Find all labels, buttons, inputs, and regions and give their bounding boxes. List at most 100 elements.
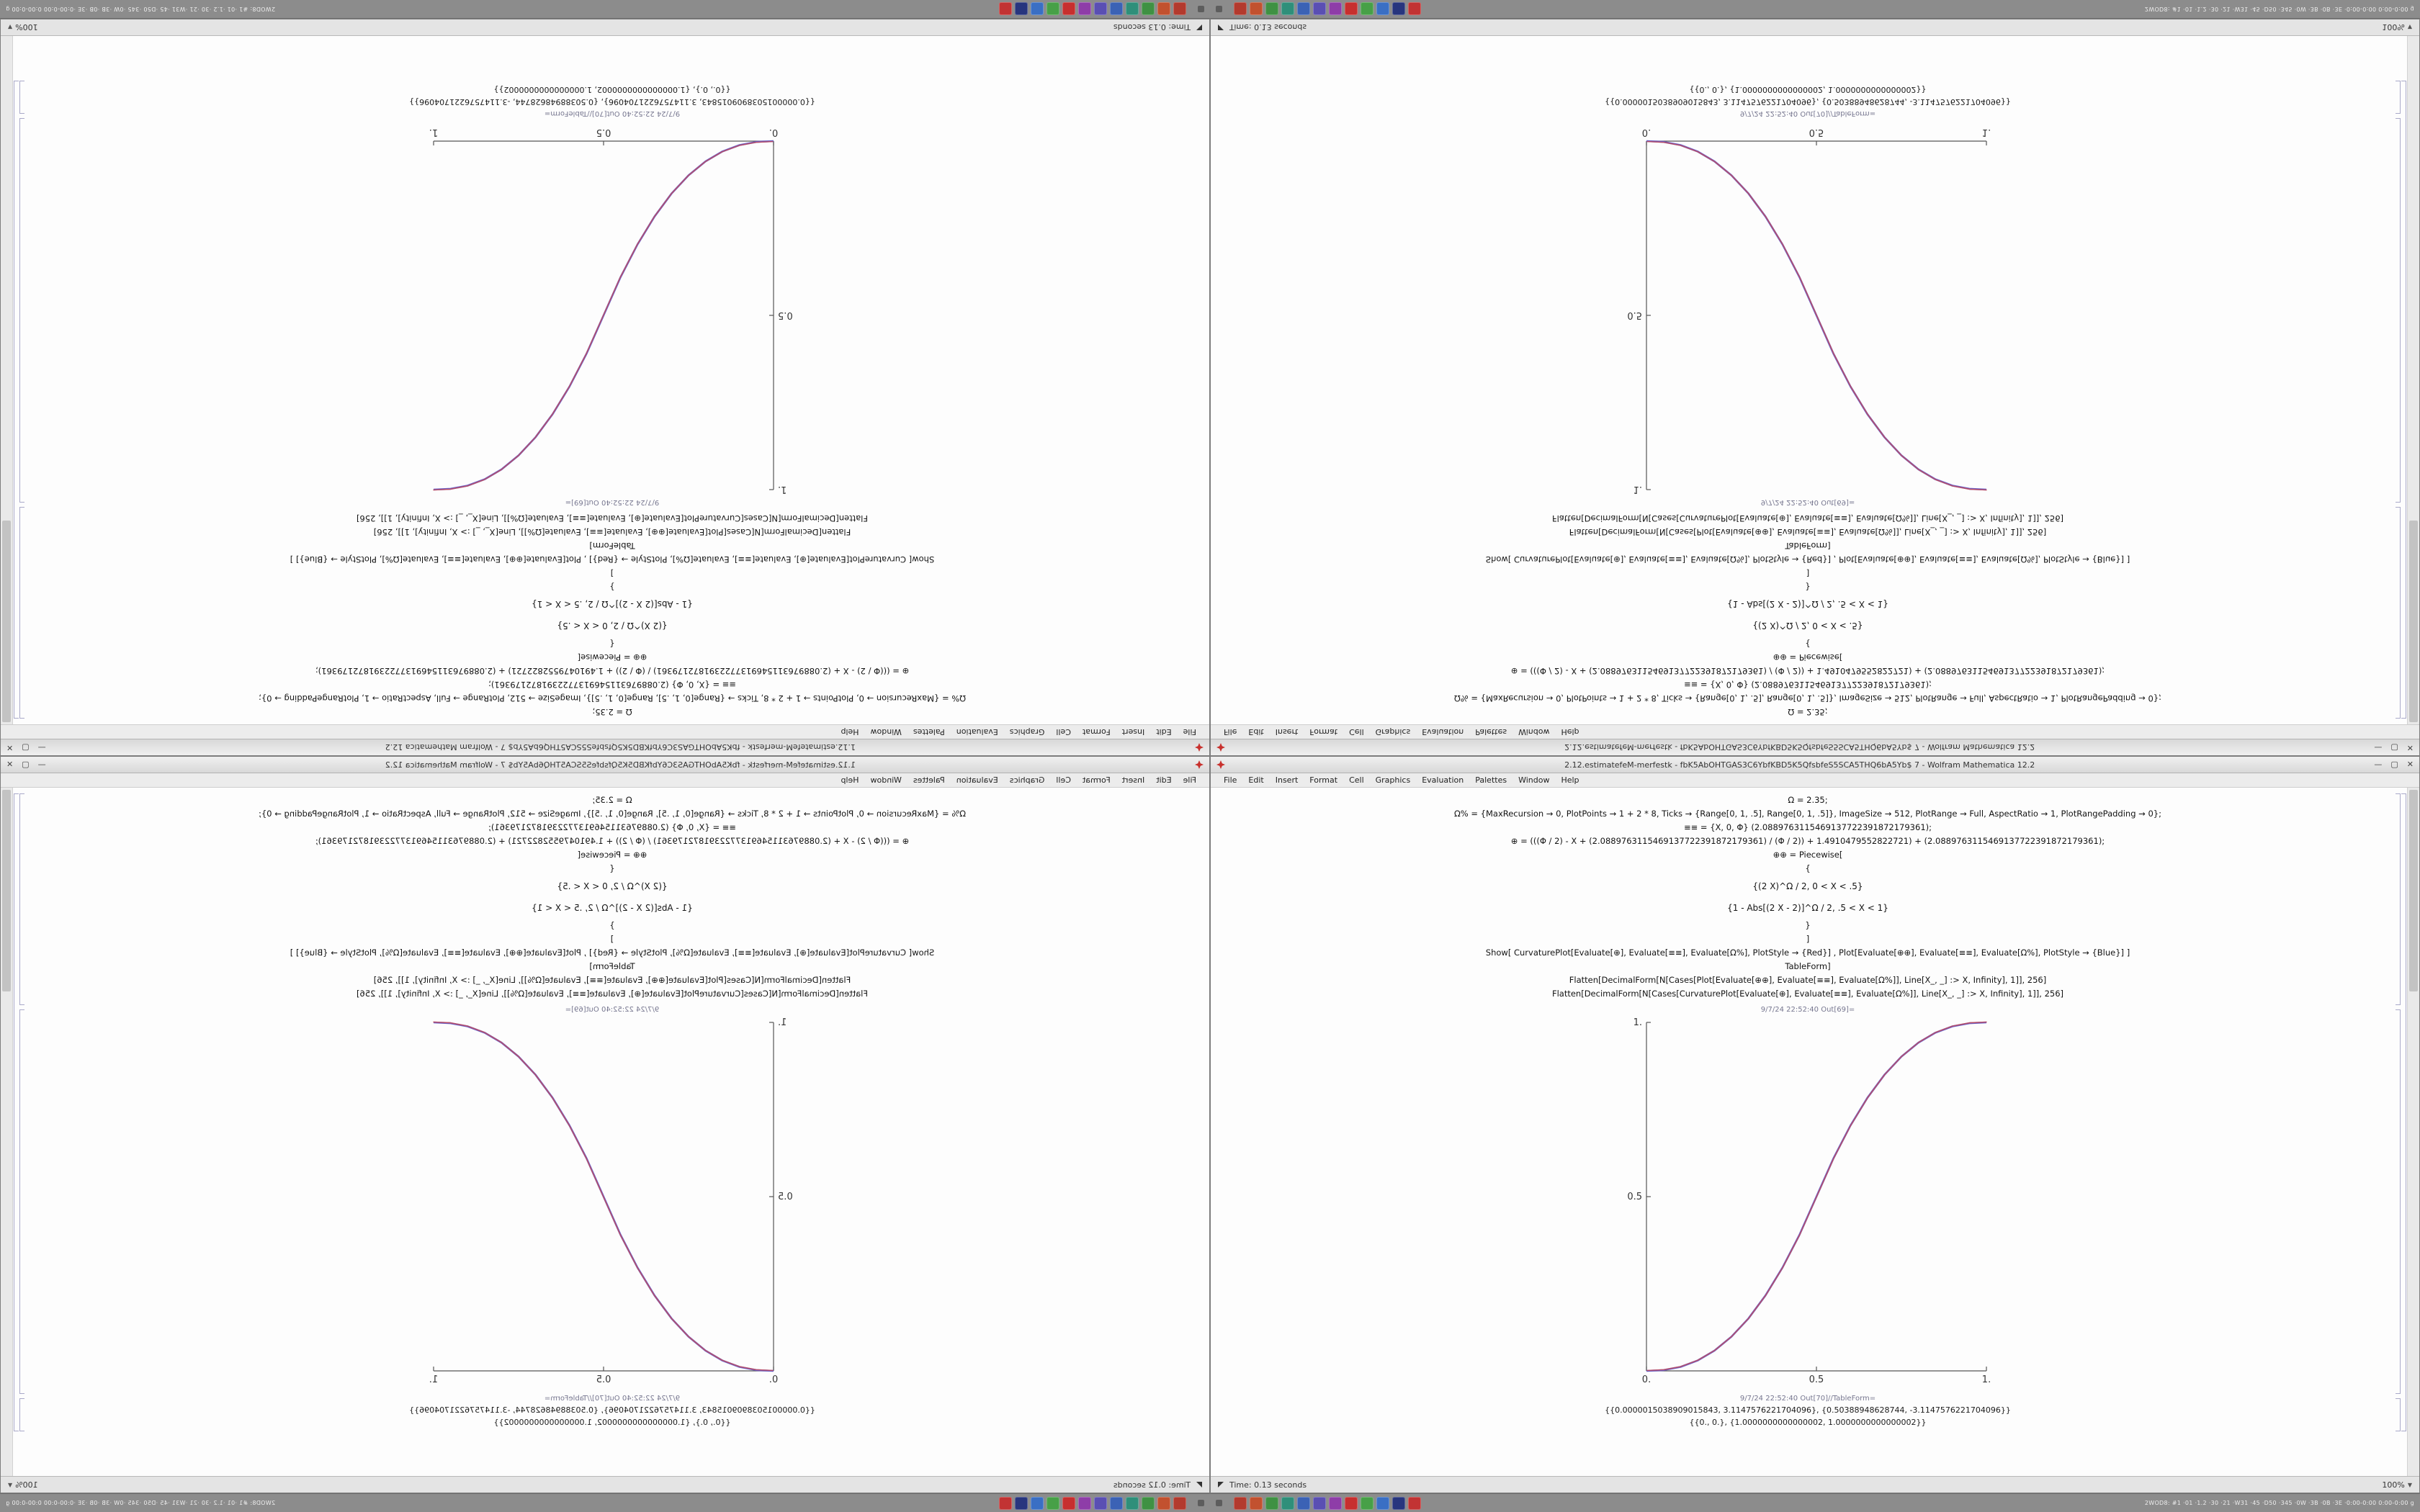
window-titlebar[interactable]: 1.12.estimatefeM-merfestk - fbK5AbOHTGAS… [1, 757, 1209, 773]
taskbar-app-icon-navy[interactable] [1392, 1496, 1405, 1510]
maximize-button[interactable]: ▢ [2390, 760, 2398, 769]
taskbar-app-icon-media[interactable] [1329, 1496, 1342, 1510]
menu-item-format[interactable]: Format [1082, 727, 1111, 737]
menu-item-evaluation[interactable]: Evaluation [956, 727, 998, 737]
taskbar-menu-icon[interactable] [1216, 1500, 1222, 1506]
input-cell-line[interactable]: Flatten[DecimalForm[N[Cases[CurvaturePlo… [1551, 513, 2064, 523]
input-cell-line[interactable]: Flatten[DecimalForm[N[Cases[Plot[Evaluat… [373, 527, 851, 537]
maximize-button[interactable]: ▢ [22, 760, 30, 769]
input-cell-line[interactable]: ≡≡ = {X, 0, Φ} (2.0889763115469137722391… [488, 680, 737, 690]
menu-item-edit[interactable]: Edit [1156, 727, 1172, 737]
input-cell-line[interactable]: { [609, 639, 615, 649]
menu-item-format[interactable]: Format [1082, 775, 1111, 785]
maximize-button[interactable]: ▢ [2390, 743, 2398, 752]
taskbar-app-icon-green[interactable] [1047, 2, 1059, 16]
taskbar-app-icon-settings[interactable] [1094, 2, 1107, 16]
scrollbar-thumb[interactable] [2, 790, 11, 991]
piecewise-row[interactable]: {(2 X)^Ω / 2, 0 < X < .5} [1752, 621, 1863, 631]
taskbar-app-icon-files[interactable] [1250, 2, 1263, 16]
taskbar-app-icon-media[interactable] [1078, 1496, 1091, 1510]
taskbar-app-icon-settings[interactable] [1094, 1496, 1107, 1510]
input-cell-line[interactable]: ≡≡ = {X, 0, Φ} (2.0889763115469137722391… [1683, 680, 1932, 690]
input-cell-line[interactable]: { [1805, 639, 1811, 649]
cell-bracket[interactable] [19, 1398, 24, 1431]
close-button[interactable]: ✕ [6, 760, 14, 769]
input-cell-line[interactable]: Ω% = {MaxRecursion → 0, PlotPoints → 1 +… [1454, 693, 2161, 703]
piecewise-row[interactable]: {1 - Abs[(2 X - 2)]^Ω / 2, .5 < X < 1} [1727, 599, 1888, 609]
close-button[interactable]: ✕ [6, 743, 14, 752]
menu-item-insert[interactable]: Insert [1275, 727, 1299, 737]
input-cell-line[interactable]: ] [610, 568, 614, 578]
menu-item-help[interactable]: Help [841, 775, 859, 785]
taskbar-app-icon-red[interactable] [1408, 2, 1421, 16]
scrollbar-thumb[interactable] [2409, 790, 2418, 991]
piecewise-row[interactable]: {1 - Abs[(2 X - 2)]^Ω / 2, .5 < X < 1} [532, 903, 693, 913]
taskbar-menu-icon[interactable] [1216, 6, 1222, 12]
input-cell-line[interactable]: Flatten[DecimalForm[N[Cases[Plot[Evaluat… [373, 975, 851, 985]
close-button[interactable]: ✕ [2406, 760, 2414, 769]
taskbar-menu-icon[interactable] [1198, 1500, 1204, 1506]
input-cell-line[interactable]: } [1805, 920, 1811, 930]
taskbar-app-icon-browser[interactable] [1110, 2, 1123, 16]
taskbar-app-icon-navy[interactable] [1392, 2, 1405, 16]
menu-item-cell[interactable]: Cell [1056, 775, 1071, 785]
menu-item-window[interactable]: Window [1518, 727, 1550, 737]
taskbar-app-icon-red[interactable] [999, 1496, 1012, 1510]
cell-group-bracket[interactable] [14, 81, 19, 719]
menu-item-evaluation[interactable]: Evaluation [1422, 727, 1464, 737]
menu-item-insert[interactable]: Insert [1121, 727, 1145, 737]
input-cell-line[interactable]: ≡≡ = {X, 0, Φ} (2.0889763115469137722391… [488, 822, 737, 832]
taskbar-app-icon-navy[interactable] [1015, 2, 1028, 16]
taskbar-app-icon-editor[interactable] [1142, 1496, 1155, 1510]
magnification-control[interactable]: 100% ▼ [8, 1480, 38, 1490]
scrollbar-thumb[interactable] [2, 521, 11, 722]
taskbar-app-icon-system[interactable] [1126, 1496, 1139, 1510]
input-cell-line[interactable]: Show[ CurvaturePlot[Evaluate[⊕], Evaluat… [1485, 554, 2130, 564]
input-cell-line[interactable]: TableForm] [1785, 961, 1831, 971]
taskbar-app-icon-files[interactable] [1157, 1496, 1170, 1510]
menu-item-cell[interactable]: Cell [1349, 727, 1364, 737]
input-cell-line[interactable]: ⊕⊕ = Piecewise[ [577, 652, 647, 662]
taskbar-app-icon-blue[interactable] [1376, 2, 1389, 16]
magnification-control[interactable]: 100% ▼ [2382, 1480, 2412, 1490]
menu-item-palettes[interactable]: Palettes [913, 727, 945, 737]
input-cell-line[interactable]: Show[ CurvaturePlot[Evaluate[⊕], Evaluat… [1485, 948, 2130, 958]
cell-bracket[interactable] [2396, 81, 2401, 114]
input-cell-line[interactable]: Show[ CurvaturePlot[Evaluate[⊕], Evaluat… [290, 948, 935, 958]
taskbar-app-icon-blue[interactable] [1031, 2, 1044, 16]
input-cell-line[interactable]: TableForm] [589, 541, 635, 551]
input-cell-line[interactable]: Flatten[DecimalForm[N[Cases[CurvaturePlo… [356, 989, 869, 999]
window-titlebar[interactable]: 2.12.estimatefeM-merfestk - fbK5AbOHTGAS… [1211, 739, 2419, 755]
input-cell-line[interactable]: Ω = 2.35; [592, 795, 632, 805]
cell-bracket[interactable] [2396, 1009, 2401, 1394]
input-cell-line[interactable]: ⊕ = (((Φ / 2) - X + (2.08897631154691377… [1510, 836, 2105, 846]
cell-bracket[interactable] [2396, 118, 2401, 503]
minimize-button[interactable]: — [2374, 760, 2383, 769]
menu-item-graphics[interactable]: Graphics [1009, 727, 1045, 737]
vertical-scrollbar[interactable] [1, 36, 13, 724]
taskbar-app-icon-blue[interactable] [1031, 1496, 1044, 1510]
minimize-button[interactable]: — [37, 760, 46, 769]
taskbar-app-icon-green[interactable] [1361, 1496, 1373, 1510]
input-cell-line[interactable]: TableForm] [589, 961, 635, 971]
menu-item-file[interactable]: File [1183, 775, 1196, 785]
menu-item-window[interactable]: Window [1518, 775, 1550, 785]
taskbar-app-icon-navy[interactable] [1015, 1496, 1028, 1510]
taskbar-app-icon-system[interactable] [1281, 1496, 1294, 1510]
taskbar-app-icon-media[interactable] [1329, 2, 1342, 16]
piecewise-row[interactable]: {1 - Abs[(2 X - 2)]^Ω / 2, .5 < X < 1} [1727, 903, 1888, 913]
input-cell-line[interactable]: Flatten[DecimalForm[N[Cases[CurvaturePlo… [356, 513, 869, 523]
scrollbar-thumb[interactable] [2409, 521, 2418, 722]
taskbar-app-icon-terminal[interactable] [1234, 1496, 1247, 1510]
menu-item-graphics[interactable]: Graphics [1009, 775, 1045, 785]
vertical-scrollbar[interactable] [2407, 788, 2419, 1476]
cell-bracket[interactable] [19, 81, 24, 114]
input-cell-line[interactable]: { [1805, 863, 1811, 873]
taskbar-app-icon-system[interactable] [1126, 2, 1139, 16]
magnification-control[interactable]: 100% ▼ [2382, 23, 2412, 32]
taskbar-app-icon-editor[interactable] [1265, 2, 1278, 16]
menu-item-edit[interactable]: Edit [1248, 775, 1264, 785]
cell-bracket[interactable] [19, 793, 24, 1005]
cell-bracket[interactable] [19, 1009, 24, 1394]
input-cell-line[interactable]: ⊕⊕ = Piecewise[ [1773, 652, 1843, 662]
